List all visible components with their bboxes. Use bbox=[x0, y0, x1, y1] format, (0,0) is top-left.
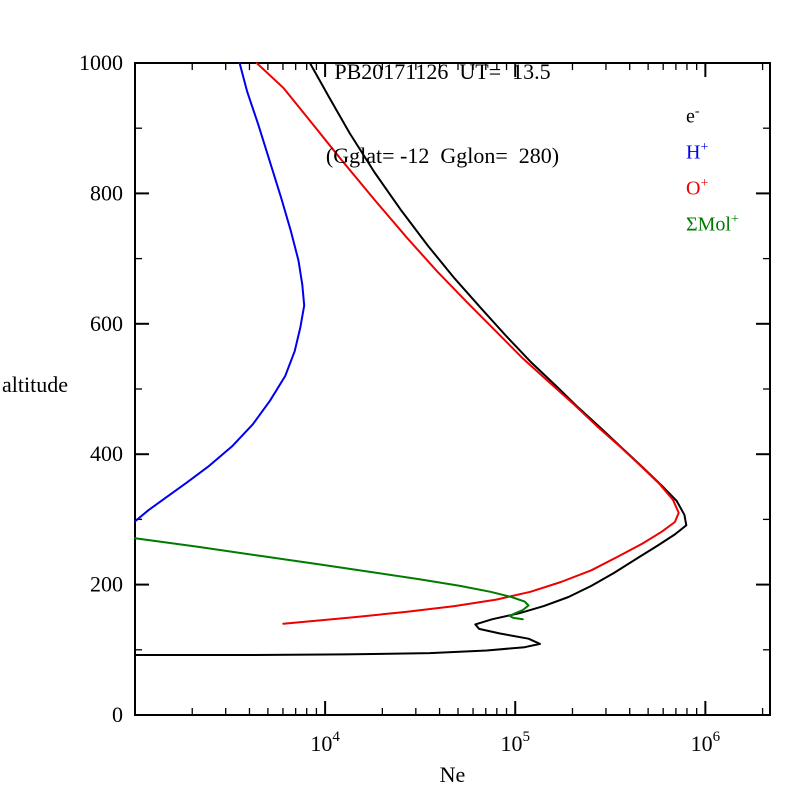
x-tick-labels: 104 105 106 bbox=[310, 729, 720, 756]
axis-ticks bbox=[135, 62, 770, 716]
y-axis-label: altitude bbox=[2, 372, 68, 397]
x-tick-label: 105 bbox=[500, 729, 530, 756]
legend-item-molplus: ΣMol+ bbox=[686, 202, 739, 238]
y-tick-label: 1000 bbox=[79, 50, 123, 75]
legend-item-hplus: H+ bbox=[686, 130, 739, 166]
title-line-1: PB20171126 UT= 13.5 bbox=[334, 59, 551, 84]
legend-sup: + bbox=[730, 212, 739, 227]
y-tick-label: 400 bbox=[90, 441, 123, 466]
title-line-2: (Gglat= -12 Gglon= 280) bbox=[325, 143, 560, 168]
y-tick-labels: 0 200 400 600 800 1000 bbox=[79, 50, 123, 727]
y-tick-label: 200 bbox=[90, 572, 123, 597]
legend-sup: + bbox=[700, 176, 709, 191]
plot-title: PB20171126 UT= 13.5 (Gglat= -12 Gglon= 2… bbox=[115, 2, 770, 226]
series-e- bbox=[134, 62, 688, 656]
x-tick-label: 106 bbox=[691, 729, 721, 756]
legend-label: e bbox=[686, 105, 695, 128]
legend-item-electron: e- bbox=[686, 94, 739, 130]
legend-label: H bbox=[686, 141, 701, 164]
series-ΣMol+ bbox=[134, 537, 530, 621]
legend: e- H+ O+ ΣMol+ bbox=[686, 94, 739, 238]
y-tick-label: 800 bbox=[90, 180, 123, 205]
legend-sup: - bbox=[694, 104, 700, 119]
legend-sup: + bbox=[700, 140, 709, 155]
series-O+ bbox=[255, 62, 680, 625]
series-H+ bbox=[134, 62, 306, 523]
y-tick-label: 0 bbox=[112, 702, 123, 727]
x-tick-label: 104 bbox=[310, 729, 340, 756]
x-axis-label: Ne bbox=[439, 762, 466, 787]
legend-item-oplus: O+ bbox=[686, 166, 739, 202]
y-tick-label: 600 bbox=[90, 311, 123, 336]
legend-label: O bbox=[686, 177, 701, 200]
legend-label: ΣMol bbox=[686, 213, 731, 236]
